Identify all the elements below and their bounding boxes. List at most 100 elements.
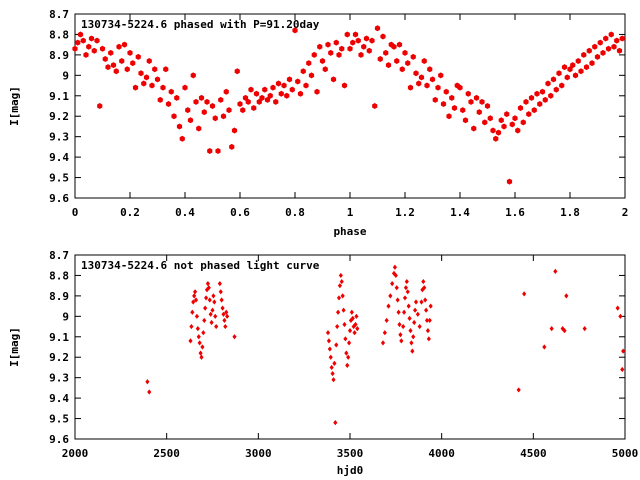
data-point: [105, 64, 111, 71]
data-point: [306, 60, 312, 67]
data-point: [197, 340, 202, 346]
data-point: [229, 143, 235, 150]
data-point: [275, 80, 282, 87]
data-point: [217, 281, 222, 287]
data-point: [366, 47, 372, 54]
data-point: [396, 309, 401, 315]
data-point: [402, 295, 408, 301]
data-point: [336, 51, 342, 58]
data-point: [211, 293, 216, 299]
data-point: [369, 37, 375, 44]
data-point: [512, 115, 518, 122]
data-point: [620, 366, 625, 373]
data-point: [231, 127, 238, 134]
data-point: [528, 94, 535, 101]
data-point: [220, 113, 227, 120]
data-point: [189, 323, 194, 330]
data-point: [589, 60, 595, 67]
data-point: [143, 74, 150, 81]
data-point: [347, 340, 352, 346]
data-point: [582, 326, 587, 332]
y-tick-label: 9.6: [49, 192, 69, 205]
x-tick-label: 0.2: [120, 206, 140, 219]
data-point: [549, 326, 554, 332]
data-point: [303, 82, 309, 89]
data-point: [132, 84, 139, 91]
data-point: [245, 98, 251, 105]
x-tick-label: 3500: [337, 447, 364, 460]
data-point: [335, 323, 340, 330]
data-point: [417, 323, 422, 330]
data-point: [157, 96, 163, 103]
x-tick-label: 0.8: [285, 206, 305, 219]
data-point: [325, 330, 331, 336]
data-point: [559, 82, 565, 89]
data-point: [374, 25, 381, 32]
data-point: [325, 41, 331, 48]
data-point: [427, 317, 432, 324]
x-axis-label: hjd0: [337, 464, 364, 477]
data-point: [413, 299, 419, 305]
y-axis-label: I[mag]: [8, 327, 21, 367]
data-point: [560, 326, 565, 332]
data-point: [206, 285, 211, 291]
data-point: [523, 98, 529, 105]
data-point: [385, 62, 392, 69]
data-point: [572, 72, 579, 79]
data-point: [198, 94, 205, 101]
data-point: [347, 328, 353, 334]
data-point: [337, 283, 342, 289]
data-point: [333, 420, 338, 426]
data-point: [407, 84, 414, 91]
data-point: [225, 313, 230, 319]
y-tick-label: 9.6: [49, 433, 69, 446]
data-point: [550, 76, 557, 83]
data-point: [264, 96, 271, 103]
data-point: [72, 45, 78, 52]
x-tick-label: 0.4: [175, 206, 195, 219]
data-point: [237, 100, 243, 107]
data-point: [428, 303, 433, 309]
data-point: [284, 92, 290, 99]
data-point: [419, 299, 424, 305]
data-point: [402, 49, 408, 56]
data-point: [397, 321, 402, 328]
data-point: [413, 70, 419, 77]
data-point: [308, 72, 315, 79]
data-point: [443, 88, 449, 95]
x-tick-label: 2: [622, 206, 629, 219]
data-point: [209, 103, 216, 109]
x-tick-label: 1: [347, 206, 354, 219]
data-point: [401, 323, 406, 330]
data-point: [399, 338, 404, 344]
data-point: [83, 51, 89, 58]
data-point: [395, 297, 400, 303]
data-point: [490, 127, 496, 134]
data-point: [575, 58, 581, 65]
data-point: [449, 94, 455, 101]
data-point: [192, 293, 197, 299]
data-point: [408, 328, 413, 334]
data-point: [339, 45, 345, 52]
data-point: [99, 45, 106, 52]
data-point: [427, 66, 433, 73]
data-point: [333, 39, 339, 46]
data-point: [191, 299, 196, 305]
y-tick-label: 9.4: [49, 392, 69, 405]
data-point: [326, 338, 331, 344]
data-point: [198, 350, 203, 356]
data-point: [77, 31, 84, 38]
data-point: [446, 113, 452, 120]
data-point: [331, 377, 336, 383]
data-point: [214, 323, 219, 330]
y-tick-label: 8.7: [49, 8, 69, 21]
data-point: [383, 49, 389, 56]
data-point: [415, 311, 420, 317]
data-point: [187, 117, 194, 124]
data-point: [422, 285, 427, 291]
data-point: [426, 336, 431, 342]
data-point: [498, 117, 504, 124]
data-point: [404, 278, 409, 285]
data-point: [212, 299, 217, 305]
